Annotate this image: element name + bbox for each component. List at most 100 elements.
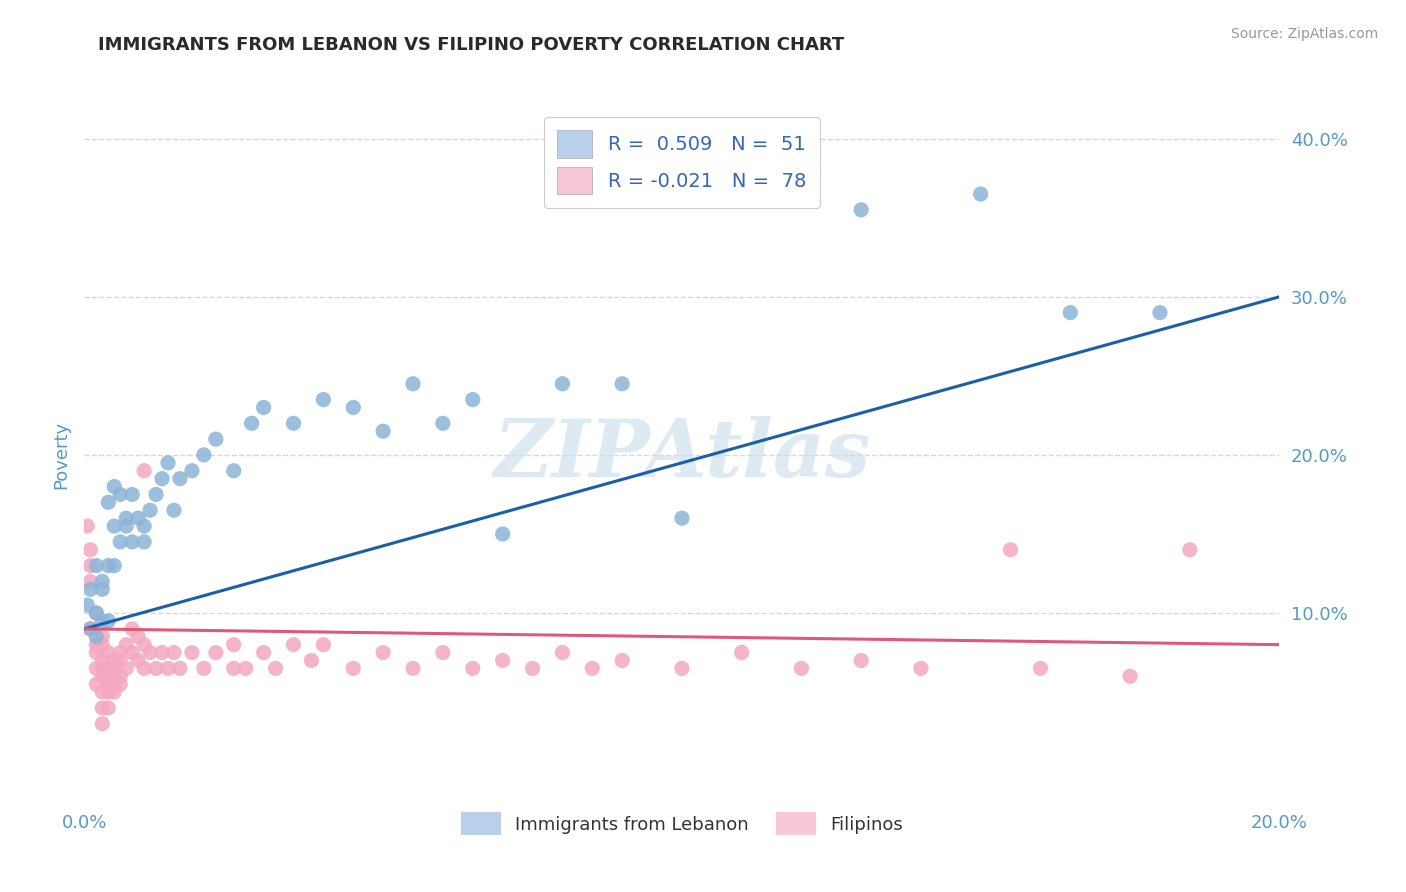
Point (150, 646, 173, 660)
Point (86, 606, 108, 620)
Point (402, 376, 425, 391)
Point (851, 653, 873, 667)
Point (115, 661, 138, 675)
Point (103, 685, 125, 699)
Point (110, 487, 132, 501)
Point (86, 630, 108, 644)
Point (301, 653, 323, 667)
Point (312, 638, 335, 652)
Point (145, 661, 167, 675)
Point (145, 487, 167, 501)
Point (163, 503, 186, 517)
Legend: Immigrants from Lebanon, Filipinos: Immigrants from Lebanon, Filipinos (454, 805, 910, 842)
Point (127, 630, 149, 644)
Point (91, 582, 114, 597)
Text: ZIPAtlas: ZIPAtlas (494, 417, 870, 493)
Point (222, 638, 245, 652)
Point (110, 646, 132, 660)
Point (283, 638, 305, 652)
Point (86, 661, 108, 675)
Point (97, 677, 120, 691)
Point (115, 638, 138, 652)
Point (91, 638, 114, 652)
Point (139, 646, 162, 660)
Point (342, 661, 364, 675)
Point (342, 401, 364, 415)
Point (205, 646, 228, 660)
Point (1029, 661, 1052, 675)
Point (79, 574, 101, 589)
Point (91, 630, 114, 644)
Point (373, 646, 395, 660)
Y-axis label: Poverty: Poverty (52, 421, 70, 489)
Point (222, 661, 245, 675)
Point (581, 661, 603, 675)
Text: IMMIGRANTS FROM LEBANON VS FILIPINO POVERTY CORRELATION CHART: IMMIGRANTS FROM LEBANON VS FILIPINO POVE… (98, 36, 845, 54)
Point (1000, 542, 1022, 557)
Point (91, 716, 114, 731)
Point (731, 646, 754, 660)
Point (205, 432, 228, 446)
Point (121, 487, 143, 501)
Point (91, 701, 114, 715)
Point (79, 622, 101, 636)
Point (157, 661, 180, 675)
Point (1059, 305, 1081, 319)
Point (157, 456, 180, 470)
Point (373, 424, 395, 438)
Point (110, 677, 132, 691)
Point (103, 669, 125, 683)
Point (103, 519, 125, 533)
Point (283, 417, 305, 431)
Point (671, 511, 693, 525)
Point (103, 558, 125, 573)
Point (127, 511, 149, 525)
Point (193, 448, 215, 462)
Point (91, 574, 114, 589)
Point (181, 646, 204, 660)
Point (79, 622, 101, 636)
Point (97, 495, 120, 509)
Point (127, 653, 149, 667)
Point (103, 661, 125, 675)
Point (91, 661, 114, 675)
Point (110, 669, 132, 683)
Point (91, 653, 114, 667)
Point (86, 606, 108, 620)
Point (240, 417, 263, 431)
Point (851, 202, 873, 217)
Point (115, 519, 138, 533)
Point (193, 661, 215, 675)
Point (97, 685, 120, 699)
Point (432, 646, 454, 660)
Point (76, 598, 98, 612)
Point (910, 661, 932, 675)
Point (163, 646, 186, 660)
Point (97, 669, 120, 683)
Point (461, 392, 484, 407)
Point (790, 661, 813, 675)
Point (132, 638, 156, 652)
Point (79, 558, 101, 573)
Point (522, 661, 544, 675)
Point (671, 661, 693, 675)
Point (132, 661, 156, 675)
Point (169, 472, 191, 486)
Point (492, 527, 515, 541)
Point (76, 519, 98, 533)
Point (1178, 542, 1201, 557)
Point (970, 186, 993, 201)
Point (253, 401, 276, 415)
Point (222, 464, 245, 478)
Point (169, 661, 191, 675)
Point (402, 661, 425, 675)
Point (110, 653, 132, 667)
Point (121, 534, 143, 549)
Point (612, 653, 634, 667)
Point (103, 479, 125, 493)
Point (103, 677, 125, 691)
Point (612, 376, 634, 391)
Point (121, 646, 143, 660)
Point (86, 677, 108, 691)
Point (86, 558, 108, 573)
